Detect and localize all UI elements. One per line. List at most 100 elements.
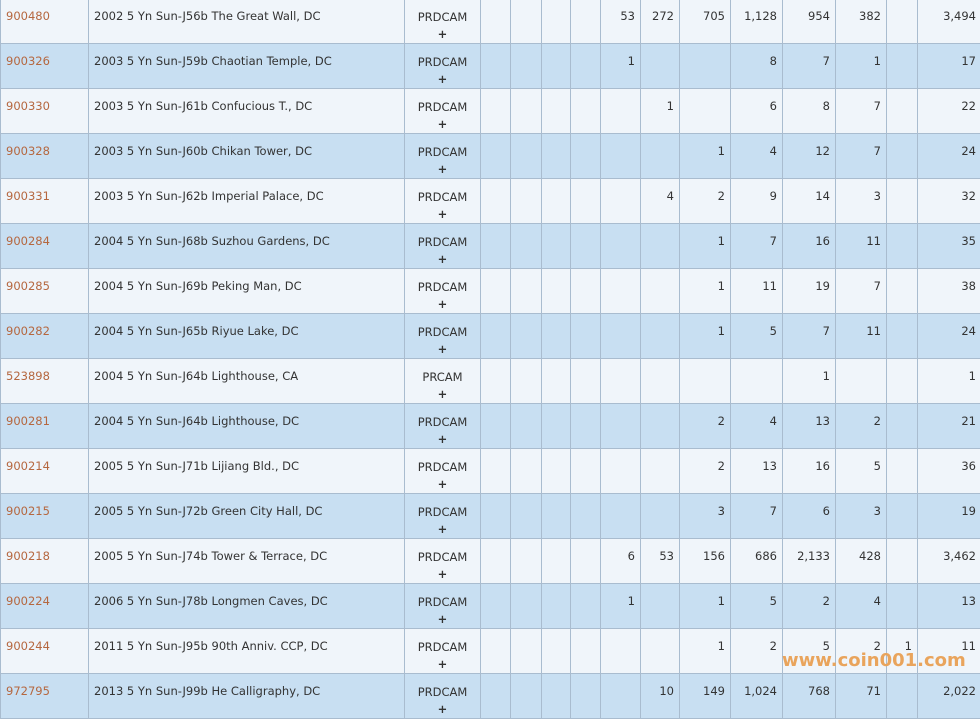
- plus-icon[interactable]: +: [405, 116, 480, 133]
- grade-label: PRDCAM: [418, 550, 468, 564]
- plus-icon[interactable]: +: [405, 656, 480, 673]
- grade-label: PRDCAM: [418, 685, 468, 699]
- population-count: 35: [918, 224, 980, 269]
- grade-cell: PRDCAM +: [405, 539, 481, 584]
- population-count: [887, 494, 918, 539]
- coin-description: 2004 5 Yn Sun-J68b Suzhou Gardens, DC: [89, 224, 405, 269]
- grade-label: PRDCAM: [418, 415, 468, 429]
- coin-description: 2013 5 Yn Sun-J99b He Calligraphy, DC: [89, 674, 405, 719]
- population-count: 11: [731, 269, 783, 314]
- grade-cell: PRDCAM +: [405, 134, 481, 179]
- plus-icon[interactable]: +: [405, 26, 480, 43]
- population-count: 4: [836, 584, 887, 629]
- population-count: [542, 539, 571, 584]
- population-count: [887, 89, 918, 134]
- grade-label: PRDCAM: [418, 505, 468, 519]
- population-count: [571, 404, 601, 449]
- population-count: 6: [731, 89, 783, 134]
- grade-cell: PRCAM+: [405, 359, 481, 404]
- population-count: 382: [836, 0, 887, 44]
- plus-icon[interactable]: +: [405, 341, 480, 358]
- population-count: [731, 359, 783, 404]
- population-count: [887, 269, 918, 314]
- population-count: [542, 0, 571, 44]
- population-count: 1: [601, 44, 641, 89]
- coin-id-link[interactable]: 900330: [1, 89, 89, 134]
- plus-icon[interactable]: +: [405, 161, 480, 178]
- plus-icon[interactable]: +: [405, 521, 480, 538]
- population-count: [571, 539, 601, 584]
- population-count: [481, 134, 511, 179]
- population-count: 156: [680, 539, 731, 584]
- population-count: [601, 269, 641, 314]
- population-count: [571, 629, 601, 674]
- coin-description: 2003 5 Yn Sun-J59b Chaotian Temple, DC: [89, 44, 405, 89]
- population-count: [680, 89, 731, 134]
- population-count: [887, 314, 918, 359]
- coin-id-link[interactable]: 900224: [1, 584, 89, 629]
- plus-icon[interactable]: +: [405, 386, 480, 403]
- plus-icon[interactable]: +: [405, 206, 480, 223]
- population-count: [542, 584, 571, 629]
- coin-id-link[interactable]: 900480: [1, 0, 89, 44]
- population-count: [887, 0, 918, 44]
- plus-icon[interactable]: +: [405, 566, 480, 583]
- coin-id-link[interactable]: 972795: [1, 674, 89, 719]
- population-count: [511, 449, 542, 494]
- population-count: [481, 674, 511, 719]
- coin-id-link[interactable]: 900331: [1, 179, 89, 224]
- population-count: [511, 89, 542, 134]
- plus-icon[interactable]: +: [405, 701, 480, 718]
- population-count: [571, 359, 601, 404]
- coin-id-link[interactable]: 900326: [1, 44, 89, 89]
- population-count: [481, 494, 511, 539]
- coin-id-link[interactable]: 900218: [1, 539, 89, 584]
- coin-id-link[interactable]: 900244: [1, 629, 89, 674]
- population-count: [481, 449, 511, 494]
- coin-id-link[interactable]: 900328: [1, 134, 89, 179]
- population-count: 4: [731, 404, 783, 449]
- population-count: [481, 44, 511, 89]
- plus-icon[interactable]: +: [405, 251, 480, 268]
- coin-description: 2003 5 Yn Sun-J61b Confucious T., DC: [89, 89, 405, 134]
- population-count: [571, 269, 601, 314]
- coin-id-link[interactable]: 900215: [1, 494, 89, 539]
- population-count: 2,022: [918, 674, 980, 719]
- population-count: [571, 134, 601, 179]
- population-count: 1: [680, 269, 731, 314]
- population-count: [601, 494, 641, 539]
- coin-id-link[interactable]: 523898: [1, 359, 89, 404]
- coin-description: 2003 5 Yn Sun-J62b Imperial Palace, DC: [89, 179, 405, 224]
- population-count: [641, 224, 680, 269]
- coin-id-link[interactable]: 900282: [1, 314, 89, 359]
- grade-cell: PRDCAM+: [405, 269, 481, 314]
- grade-cell: PRDCAM +: [405, 674, 481, 719]
- population-count: 2: [731, 629, 783, 674]
- population-count: 1: [680, 224, 731, 269]
- population-count: [481, 404, 511, 449]
- population-count: [601, 224, 641, 269]
- population-count: [571, 224, 601, 269]
- plus-icon[interactable]: +: [405, 296, 480, 313]
- population-count: 686: [731, 539, 783, 584]
- population-count: 22: [918, 89, 980, 134]
- population-count: 7: [731, 224, 783, 269]
- grade-label: PRDCAM: [418, 100, 468, 114]
- population-count: 24: [918, 314, 980, 359]
- plus-icon[interactable]: +: [405, 611, 480, 628]
- coin-id-link[interactable]: 900281: [1, 404, 89, 449]
- population-count: 7: [836, 89, 887, 134]
- grade-label: PRDCAM: [418, 235, 468, 249]
- population-count: [511, 0, 542, 44]
- coin-id-link[interactable]: 900285: [1, 269, 89, 314]
- coin-id-link[interactable]: 900284: [1, 224, 89, 269]
- coin-id-link[interactable]: 900214: [1, 449, 89, 494]
- plus-icon[interactable]: +: [405, 476, 480, 493]
- plus-icon[interactable]: +: [405, 71, 480, 88]
- grade-label: PRDCAM: [418, 595, 468, 609]
- grade-label: PRDCAM: [418, 145, 468, 159]
- population-count: 1: [680, 584, 731, 629]
- plus-icon[interactable]: +: [405, 431, 480, 448]
